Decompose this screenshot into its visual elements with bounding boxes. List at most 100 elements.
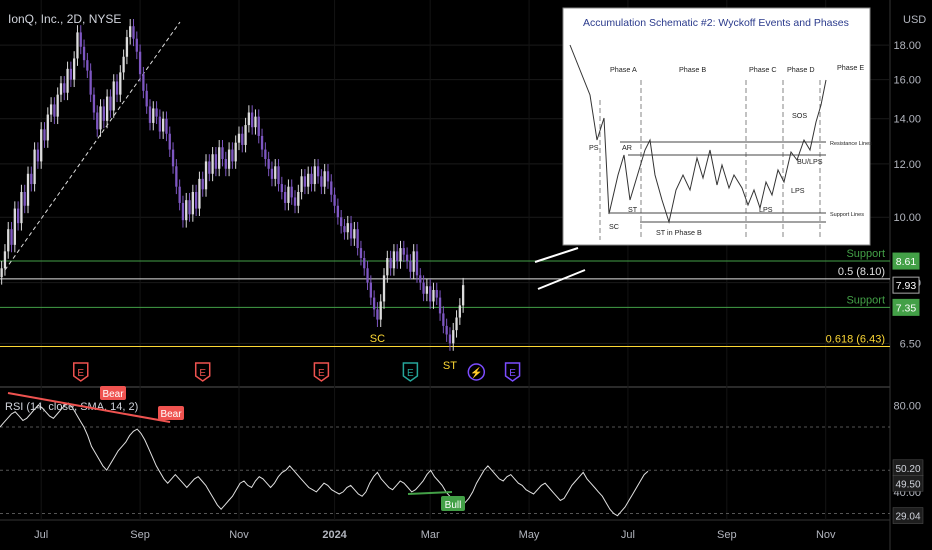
candle-body <box>30 173 33 185</box>
candle-body <box>82 46 86 61</box>
candle-body <box>221 147 224 160</box>
candle-body <box>198 178 201 209</box>
candle-body <box>452 330 455 344</box>
candle-body <box>69 68 73 80</box>
event-marker-glyph: E <box>318 368 325 379</box>
price-tag-label: 8.61 <box>896 256 917 268</box>
currency-label: USD <box>903 14 926 26</box>
price-tick-label: 18.00 <box>893 40 921 52</box>
time-tick-label: Mar <box>421 529 440 541</box>
schematic-price-path <box>569 44 827 224</box>
candle-body <box>92 94 96 113</box>
wyckoff-event-label: ST <box>443 360 457 372</box>
candle-body <box>293 197 297 206</box>
candle-body <box>86 60 89 71</box>
candle-body <box>422 282 425 294</box>
candle-body <box>204 161 208 190</box>
candle-body <box>46 114 49 141</box>
level-label: 0.5 (8.10) <box>838 266 885 278</box>
bear-label: Bear <box>160 409 182 420</box>
candle-body <box>218 147 221 169</box>
phase-label: Phase B <box>679 65 706 74</box>
earnings-marker-icon <box>504 362 521 382</box>
event-label: PS <box>589 143 599 152</box>
flag-line-top[interactable] <box>534 247 579 263</box>
candle-body <box>201 178 204 190</box>
candle-body <box>356 229 359 249</box>
rsi-value-label: 49.50 <box>895 479 920 490</box>
resistance-lines-label: Resistance Lines <box>830 141 872 147</box>
rsi-bull-label: Bull <box>441 496 465 511</box>
candle-body <box>429 286 432 302</box>
candle-body <box>53 104 56 117</box>
candle-body <box>158 116 162 132</box>
candle-body <box>244 125 247 145</box>
candle-body <box>59 83 63 95</box>
price-tags: 8.61 7.93 7.35 <box>892 252 920 316</box>
candle-body <box>129 26 132 38</box>
phase-label: Phase C <box>749 65 777 74</box>
symbol-title: IonQ, Inc., 2D, NYSE <box>8 12 121 26</box>
price-tick-label: 10.00 <box>893 212 921 224</box>
candle-body <box>392 251 396 269</box>
candle-body <box>316 166 320 177</box>
earnings-markers[interactable]: E E E E ⚡ E <box>73 362 521 382</box>
candle-body <box>241 133 244 145</box>
price-tick-label: 14.00 <box>893 114 921 126</box>
phase-label: Phase A <box>610 65 637 74</box>
candle-body <box>310 173 313 185</box>
candle-body <box>214 154 218 169</box>
candle-body <box>211 154 214 174</box>
candle-body <box>399 248 402 262</box>
rsi-line <box>0 402 649 517</box>
candle-body <box>96 112 99 130</box>
trend-line-up[interactable] <box>4 21 181 271</box>
candle-body <box>297 192 300 206</box>
candle-body <box>99 106 102 130</box>
candle-body <box>353 229 356 239</box>
rsi-tick-label: 80.00 <box>893 400 921 412</box>
time-tick-label: Nov <box>229 529 249 541</box>
candle-body <box>73 58 76 80</box>
support-lines[interactable]: Support Support 0.5 (8.10) 0.618 (6.43) <box>0 248 890 348</box>
candle-body <box>349 223 353 239</box>
inset-panel <box>562 7 871 246</box>
candle-body <box>346 223 349 233</box>
earnings-marker-icon <box>194 362 211 382</box>
candle-body <box>369 282 372 298</box>
candle-body <box>389 258 392 269</box>
candle-body <box>260 135 264 150</box>
candle-body <box>231 149 234 162</box>
candle-body <box>165 118 168 134</box>
candle-body <box>175 166 178 187</box>
candle-body <box>251 112 254 128</box>
candle-body <box>63 83 66 93</box>
price-tag-box <box>892 276 920 294</box>
flag-line-bottom[interactable] <box>537 269 586 290</box>
candle-body <box>0 268 3 278</box>
candle-body <box>3 251 7 269</box>
price-tick-label: 12.00 <box>893 159 921 171</box>
candle-body <box>89 70 92 95</box>
earnings-marker-icon <box>402 362 419 382</box>
candle-body <box>138 51 142 75</box>
rsi-value-label: 29.04 <box>895 512 920 523</box>
candle-body <box>300 176 303 193</box>
candle-body <box>320 176 323 187</box>
candle-body <box>227 149 231 169</box>
candle-body <box>435 289 438 298</box>
candle-body <box>234 142 237 162</box>
time-tick-label: Nov <box>816 529 836 541</box>
bull-divergence-line <box>407 491 453 495</box>
candle-body <box>178 186 181 203</box>
time-tick-label: May <box>519 529 540 541</box>
candle-body <box>155 108 158 117</box>
candle-body <box>224 159 227 169</box>
time-tick-label: Jul <box>621 529 635 541</box>
candle-body <box>396 251 399 262</box>
candle-body <box>336 205 340 218</box>
event-marker-glyph: E <box>77 368 84 379</box>
candle-body <box>330 181 333 195</box>
candle-body <box>10 229 13 245</box>
